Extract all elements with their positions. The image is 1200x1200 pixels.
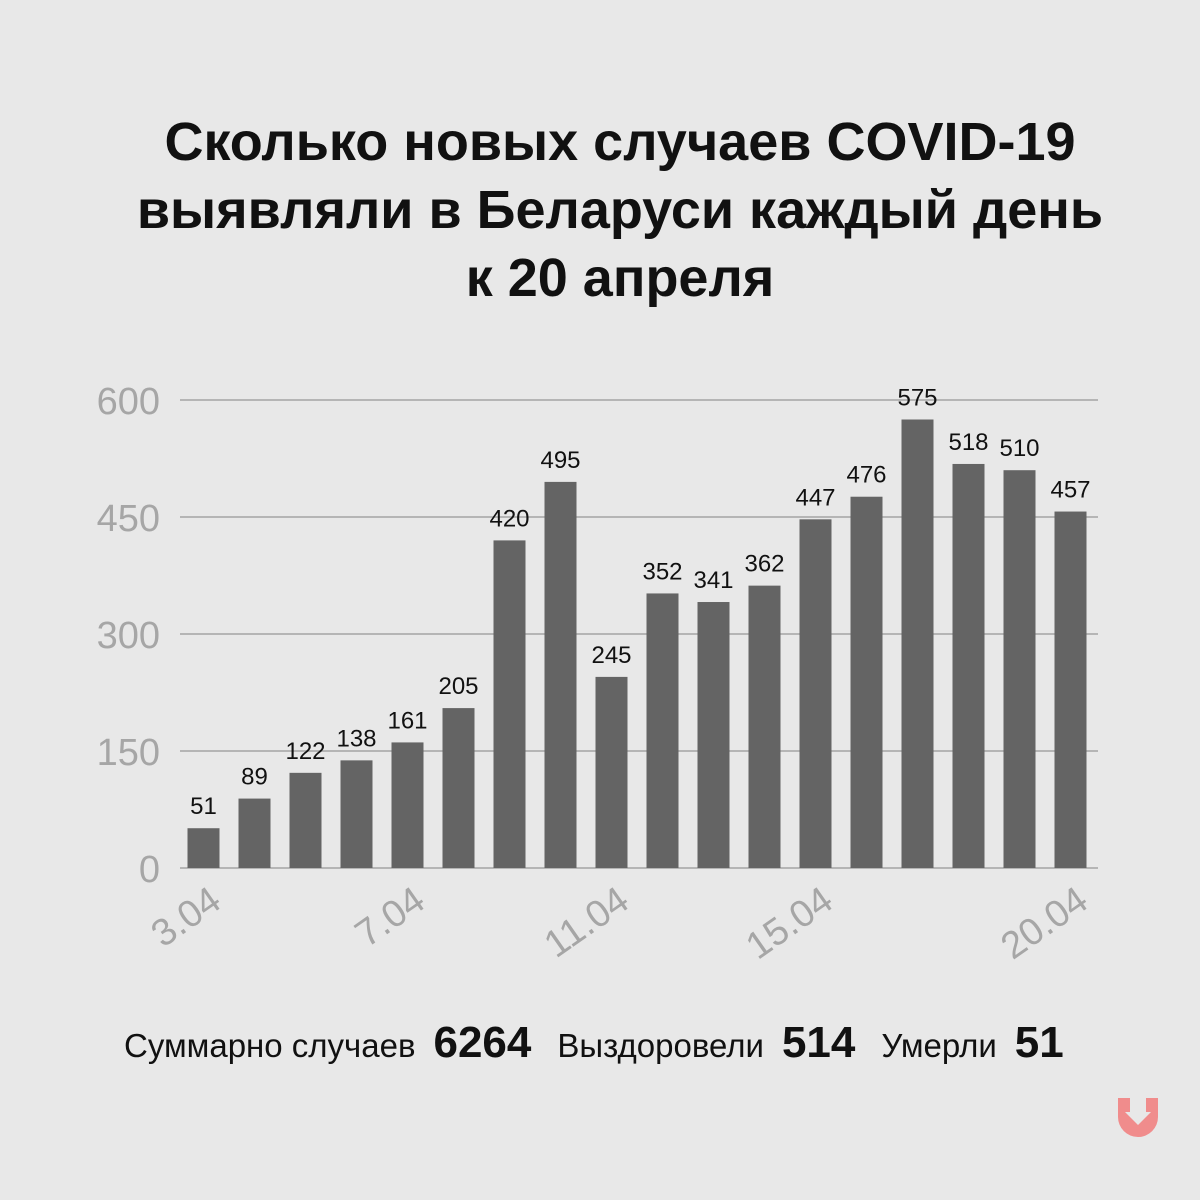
chart-title-line-3: к 20 апреля: [465, 248, 775, 308]
bar-value-label: 122: [285, 738, 325, 765]
bar: [340, 760, 373, 868]
chart-title-line-1: Сколько новых случаев COVID-19: [164, 112, 1076, 172]
bar: [493, 540, 526, 868]
x-tick-label: 11.04: [537, 879, 637, 966]
bar-value-label: 495: [540, 447, 580, 474]
bar-value-label: 245: [591, 642, 631, 669]
bar: [442, 708, 475, 868]
bar-value-label: 205: [438, 673, 478, 700]
bar-value-label: 420: [489, 505, 529, 532]
y-tick-label: 300: [97, 615, 160, 657]
bar: [544, 481, 577, 868]
chart-title: Сколько новых случаев COVID-19 выявляли …: [0, 108, 1200, 312]
bar-value-label: 138: [336, 725, 376, 752]
bar-value-label: 476: [846, 462, 886, 489]
bar-value-label: 341: [693, 567, 733, 594]
x-tick-label: 20.04: [994, 879, 1096, 968]
x-tick-label: 7.04: [348, 879, 433, 956]
total-cases-value: 6264: [433, 1018, 532, 1067]
bar-value-label: 575: [897, 385, 937, 412]
bar-value-label: 447: [795, 484, 835, 511]
y-tick-label: 450: [97, 498, 160, 540]
down-arrow-logo-icon: [1118, 1098, 1158, 1137]
bar-value-label: 161: [387, 707, 427, 734]
total-cases-label: Суммарно случаев: [124, 1027, 416, 1064]
y-tick-label: 600: [97, 381, 160, 423]
bar: [646, 593, 679, 868]
bar-value-label: 362: [744, 551, 784, 578]
totals-row: Суммарно случаев 6264 Выздоровели 514 Ум…: [124, 1018, 1120, 1078]
y-tick-label: 0: [139, 849, 160, 891]
x-tick-label: 15.04: [739, 879, 841, 968]
chart-title-line-2: выявляли в Беларуси каждый день: [136, 180, 1104, 240]
bar-value-label: 518: [948, 429, 988, 456]
bar: [850, 496, 883, 868]
bar: [952, 463, 985, 868]
bar: [748, 585, 781, 868]
deaths-label: Умерли: [881, 1027, 997, 1064]
bar: [697, 602, 730, 868]
bar-value-label: 457: [1050, 477, 1090, 504]
bar: [187, 828, 220, 868]
bar: [799, 519, 832, 868]
bar-value-label: 51: [190, 793, 217, 820]
recovered-label: Выздоровели: [557, 1027, 764, 1064]
bar: [1054, 511, 1087, 868]
bar: [901, 419, 934, 868]
bar: [1003, 470, 1036, 868]
y-tick-label: 150: [97, 732, 160, 774]
bar: [391, 742, 424, 868]
bar-value-label: 352: [642, 558, 682, 585]
bar-value-label: 89: [241, 764, 268, 791]
bar-value-label: 510: [999, 435, 1039, 462]
deaths-value: 51: [1014, 1018, 1064, 1067]
bar: [238, 798, 271, 868]
bar: [595, 676, 628, 868]
bar-chart: 0 150 300 450 600 51 89 122 138 161 205 420 495 245 35…: [97, 381, 1098, 968]
bar: [289, 772, 322, 868]
recovered-value: 514: [781, 1018, 856, 1067]
